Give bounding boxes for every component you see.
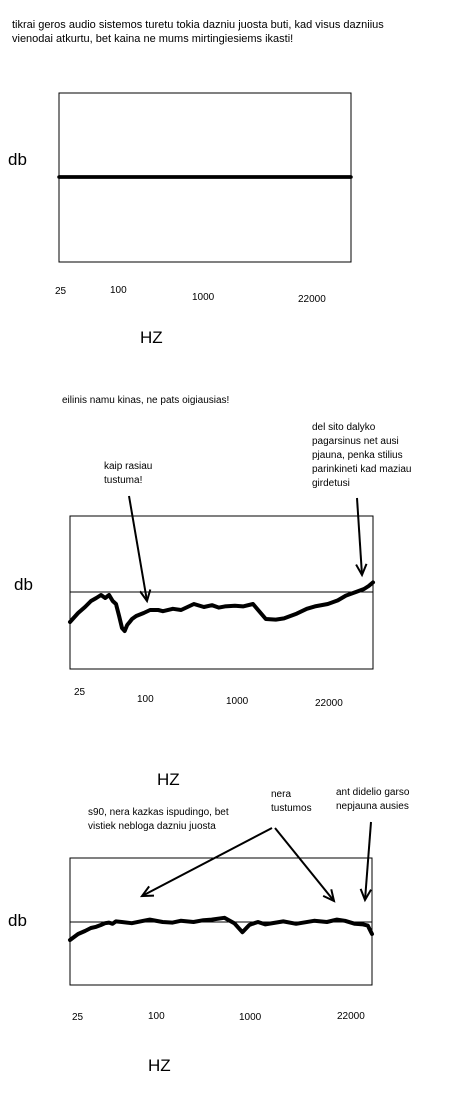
- chart3-annotation-loud: ant didelio garso nepjauna ausies: [336, 787, 410, 812]
- chart2-arrow-treble: [356, 497, 363, 576]
- chart2-xtick-25: 25: [74, 687, 86, 698]
- chart1-xlabel: HZ: [140, 328, 163, 347]
- chart3-arrow-loud-head: [359, 888, 372, 903]
- chart2-xlabel: HZ: [157, 770, 180, 789]
- chart1-xtick-25: 25: [55, 286, 67, 297]
- chart1-xtick-100: 100: [110, 285, 127, 296]
- chart2-arrow-dip: [128, 495, 148, 602]
- chart2-response-curve: [68, 580, 375, 633]
- chart1-ylabel: db: [8, 150, 27, 169]
- chart3-arrow-right-head: [322, 889, 336, 903]
- chart2-arrow-dip-head: [139, 589, 152, 604]
- chart2-xtick-100: 100: [137, 694, 154, 705]
- chart2-arrow-treble-head: [355, 563, 368, 578]
- chart3-xtick-25: 25: [72, 1012, 84, 1023]
- chart3-xtick-100: 100: [148, 1011, 165, 1022]
- chart3-annotation-flat: nera tustumos: [271, 789, 312, 814]
- chart2-annotation-dip: kaip rasiau tustuma!: [104, 461, 153, 486]
- chart2-ylabel: db: [14, 575, 33, 594]
- chart3-arrow-left-head: [139, 885, 155, 898]
- chart2-xtick-1000: 1000: [226, 696, 249, 707]
- chart1-xtick-22000: 22000: [298, 294, 326, 305]
- chart3-arrow-left: [141, 827, 273, 897]
- chart3-ylabel: db: [8, 911, 27, 930]
- chart3-arrow-right: [274, 827, 335, 902]
- chart3-xtick-22000: 22000: [337, 1011, 365, 1022]
- chart3-arrow-loud: [364, 821, 372, 901]
- chart2-caption: eilinis namu kinas, ne pats oigiausias!: [62, 395, 230, 406]
- chart3-xlabel: HZ: [148, 1056, 171, 1075]
- chart3-caption: s90, nera kazkas ispudingo, bet vistiek …: [88, 807, 229, 832]
- chart1-xtick-1000: 1000: [192, 292, 215, 303]
- chart2-annotation-treble: del sito dalyko pagarsinus net ausi pjau…: [312, 422, 412, 489]
- chart3-response-curve: [68, 915, 374, 942]
- chart2-xtick-22000: 22000: [315, 698, 343, 709]
- chart3-xtick-1000: 1000: [239, 1012, 262, 1023]
- chart1-caption: tikrai geros audio sistemos turetu tokia…: [12, 19, 384, 45]
